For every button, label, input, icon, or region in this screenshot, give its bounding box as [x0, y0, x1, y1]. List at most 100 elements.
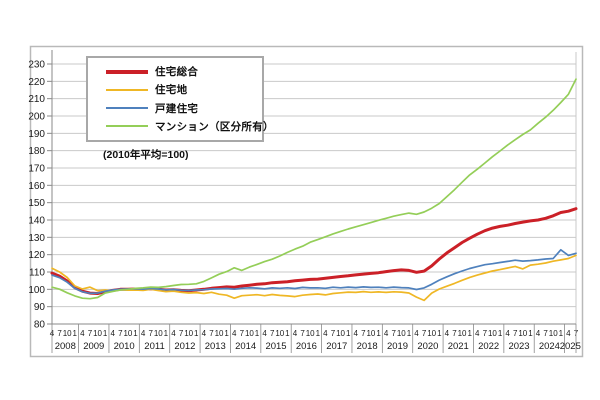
x-month-label: 1	[407, 329, 412, 338]
legend-item: マンション（区分所有）	[106, 119, 274, 134]
y-axis-label: 140	[28, 215, 45, 226]
y-axis-label: 100	[28, 285, 45, 296]
y-axis-label: 120	[28, 250, 45, 261]
x-month-label: 4	[171, 329, 176, 338]
x-month-label: 10	[123, 329, 132, 338]
legend-label: 戸建住宅	[155, 102, 199, 115]
x-month-label: 1	[194, 329, 199, 338]
x-month-label: 10	[275, 329, 284, 338]
x-month-label: 4	[141, 329, 146, 338]
x-year-label: 2020	[417, 341, 438, 352]
x-year-label: 2023	[508, 341, 529, 352]
x-month-label: 1	[346, 329, 351, 338]
x-month-label: 7	[331, 329, 336, 338]
legend-item: 戸建住宅	[106, 101, 258, 116]
y-axis-label: 190	[28, 129, 45, 140]
x-month-label: 10	[245, 329, 254, 338]
x-month-label: 1	[103, 329, 108, 338]
x-year-label: 2016	[296, 341, 317, 352]
legend-item: 住宅総合	[106, 64, 258, 79]
card-border	[29, 45, 584, 358]
line-kodate-jutaku	[51, 248, 577, 295]
x-month-label: 7	[179, 329, 184, 338]
x-month-label: 7	[392, 329, 397, 338]
x-month-label: 1	[376, 329, 381, 338]
x-year-label: 2008	[55, 341, 76, 352]
x-year-label: 2024	[539, 341, 560, 352]
x-month-label: 7	[300, 329, 305, 338]
x-month-label: 10	[336, 329, 345, 338]
y-axis-label: 210	[28, 94, 45, 105]
x-year-label: 2018	[357, 341, 378, 352]
x-month-label: 10	[397, 329, 406, 338]
x-month-label: 4	[111, 329, 116, 338]
x-month-label: 1	[467, 329, 472, 338]
legend-line-swatch-sogo-icon	[106, 69, 148, 74]
y-axis-label: 110	[29, 267, 45, 278]
x-month-label: 10	[93, 329, 102, 338]
legend: 住宅総合 住宅地 戸建住宅 マンション（区分所有）	[86, 56, 274, 142]
x-year-label: 2009	[83, 341, 104, 352]
x-year-label: 2011	[144, 341, 164, 352]
y-axis-label: 130	[28, 233, 45, 244]
x-month-label: 4	[293, 329, 298, 338]
legend-label: 住宅総合	[155, 66, 199, 79]
x-month-label: 4	[414, 329, 419, 338]
x-month-label: 7	[513, 329, 518, 338]
legend-label: 住宅地	[155, 84, 188, 97]
x-year-label: 2022	[478, 341, 499, 352]
x-month-label: 7	[209, 329, 214, 338]
x-month-label: 1	[164, 329, 169, 338]
x-month-label: 7	[543, 329, 548, 338]
x-month-label: 7	[452, 329, 457, 338]
x-month-label: 10	[366, 329, 375, 338]
x-month-label: 4	[262, 329, 267, 338]
x-month-label: 4	[384, 329, 389, 338]
x-month-label: 1	[73, 329, 78, 338]
y-axis-label: 150	[28, 198, 45, 209]
x-month-label: 4	[323, 329, 328, 338]
x-month-label: 4	[232, 329, 237, 338]
x-year-label: 2017	[326, 341, 347, 352]
x-month-label: 10	[458, 329, 467, 338]
x-month-label: 4	[475, 329, 480, 338]
x-month-label: 10	[215, 329, 224, 338]
y-axis-label: 170	[28, 163, 45, 174]
x-month-label: 7	[148, 329, 153, 338]
x-year-label: 2019	[387, 341, 408, 352]
x-month-label: 1	[559, 329, 564, 338]
legend-line-swatch-mansion-icon	[106, 125, 148, 128]
legend-line-swatch-kodate-icon	[106, 107, 148, 110]
line-mansion-kubun-shoyu	[51, 78, 577, 300]
x-month-label: 7	[57, 329, 62, 338]
x-month-label: 4	[80, 329, 85, 338]
y-axis-label: 200	[28, 111, 45, 122]
y-axis-label: 160	[28, 181, 45, 192]
x-year-label: 2025	[560, 341, 581, 352]
x-year-label: 2021	[448, 341, 469, 352]
x-year-label: 2015	[265, 341, 286, 352]
x-month-label: 4	[445, 329, 450, 338]
x-month-label: 4	[566, 329, 571, 338]
y-axis-label: 220	[28, 77, 45, 88]
x-month-label: 4	[202, 329, 207, 338]
x-month-label: 4	[505, 329, 510, 338]
x-month-label: 1	[316, 329, 321, 338]
legend-line-swatch-jutakuchi-icon	[106, 88, 148, 91]
line-jutakuchi	[51, 254, 577, 302]
line-jutaku-sogo	[50, 207, 578, 295]
legend-label: マンション（区分所有）	[155, 120, 274, 133]
x-month-label: 1	[255, 329, 260, 338]
x-month-label: 4	[354, 329, 359, 338]
x-month-label: 7	[270, 329, 275, 338]
y-axis-label: 230	[28, 60, 45, 71]
x-month-label: 1	[498, 329, 503, 338]
legend-item: 住宅地	[106, 82, 258, 97]
x-year-label: 2012	[174, 341, 195, 352]
x-month-label: 10	[427, 329, 436, 338]
x-month-label: 1	[528, 329, 533, 338]
x-month-label: 10	[518, 329, 527, 338]
x-month-label: 7	[118, 329, 123, 338]
x-month-label: 7	[422, 329, 427, 338]
